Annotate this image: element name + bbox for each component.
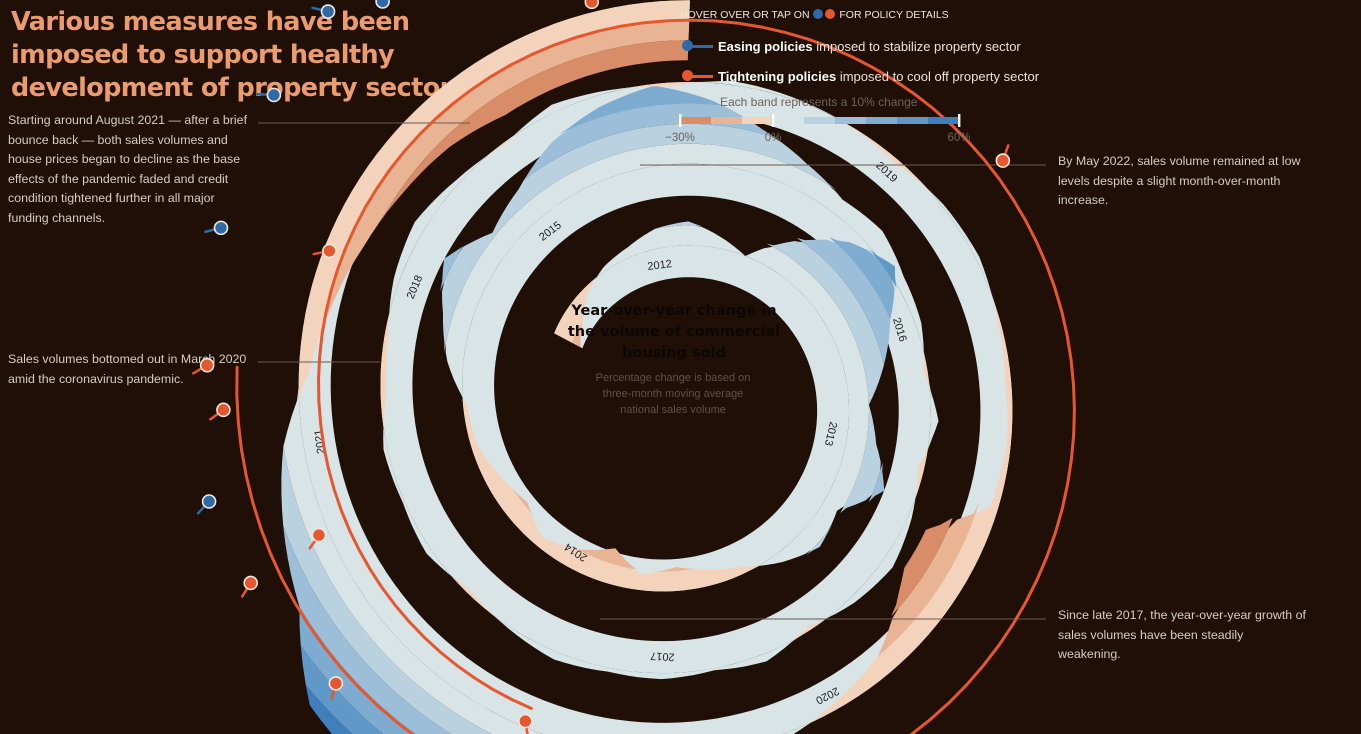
scale-band xyxy=(742,117,773,124)
tightening-policy-marker-1[interactable] xyxy=(311,527,327,543)
scale-band xyxy=(835,117,866,124)
scale-band xyxy=(680,117,711,124)
easing-marker-icon xyxy=(680,40,714,52)
easing-policy-marker-9[interactable] xyxy=(201,494,217,509)
legend-easing-desc: imposed to stabilize property sector xyxy=(812,39,1021,54)
chart-center-subtitle: Percentage change is based on three-mont… xyxy=(595,372,751,416)
scale-band xyxy=(897,117,928,124)
tightening-policy-marker-6[interactable] xyxy=(328,676,344,691)
positive-band-3 xyxy=(258,0,1053,734)
scale-band xyxy=(711,117,742,124)
scale-tick xyxy=(679,114,682,127)
tightening-policy-marker-3[interactable] xyxy=(584,0,600,10)
tightening-policy-marker-4[interactable] xyxy=(995,153,1011,168)
policy-markers xyxy=(192,0,1011,734)
tightening-policy-marker-0[interactable] xyxy=(518,713,533,729)
legend-tightening-label: Tightening policies xyxy=(718,69,837,84)
easing-policy-marker-3[interactable] xyxy=(375,0,390,9)
legend-easing-label: Easing policies xyxy=(718,39,813,54)
tightening-policy-marker-8[interactable] xyxy=(216,402,231,418)
hover-suffix: FOR POLICY DETAILS xyxy=(839,9,949,21)
scale-band xyxy=(866,117,897,124)
annotation-leaders xyxy=(258,122,1046,620)
chart-center-title: Year-over-year change in the volume of c… xyxy=(567,303,781,361)
annotation-late-2017: Since late 2017, the year-over-year grow… xyxy=(1058,608,1306,662)
spiral-bands xyxy=(198,0,1113,734)
scale-tick-label: 0% xyxy=(765,132,782,144)
legend-tightening-desc: imposed to cool off property sector xyxy=(836,69,1040,84)
negative-band-1 xyxy=(298,0,1013,734)
year-label-2012: 2012 xyxy=(647,258,673,273)
scale-band xyxy=(928,117,959,124)
scale-tick-label: −30% xyxy=(665,132,695,144)
tightening-dot-icon xyxy=(825,9,836,19)
year-label-2013: 2013 xyxy=(822,420,839,447)
positive-band-2 xyxy=(278,0,1033,734)
hover-instruction: HOVER OVER OR TAP ON FOR POLICY DETAILS xyxy=(680,9,949,21)
easing-policy-marker-1[interactable] xyxy=(266,87,282,103)
positive-band-4 xyxy=(238,0,1073,734)
annotation-mar-2020: Sales volumes bottomed out in March 2020… xyxy=(8,352,247,386)
hover-prefix: HOVER OVER OR TAP ON xyxy=(680,9,810,21)
spiral-base-ribbon xyxy=(298,0,1013,734)
easing-policy-marker-2[interactable] xyxy=(320,4,336,19)
tightening-policy-marker-2[interactable] xyxy=(322,243,337,259)
annotation-aug-2021: Starting around August 2021 — after a br… xyxy=(8,113,248,225)
scale-tick xyxy=(958,114,961,127)
scale-tick xyxy=(772,114,775,127)
easing-dot-icon xyxy=(813,9,824,19)
legend-easing: Easing policies imposed to stabilize pro… xyxy=(680,39,1021,54)
tightening-policy-marker-7[interactable] xyxy=(243,575,259,591)
scale-tick-label: 60% xyxy=(947,132,970,144)
easing-policy-marker-0[interactable] xyxy=(213,220,229,236)
tightening-marker-icon xyxy=(680,70,714,82)
band-note: Each band represents a 10% change xyxy=(720,95,918,109)
scale-band xyxy=(804,117,835,124)
tightening-policy-marker-9[interactable] xyxy=(199,357,215,373)
legend-tightening: Tightening policies imposed to cool off … xyxy=(680,69,1039,84)
chart-title: Various measures have been imposed to su… xyxy=(11,7,452,103)
color-scale: −30% 0% 60% xyxy=(665,114,971,144)
positive-band-5 xyxy=(218,0,1093,734)
year-label-2017: 2017 xyxy=(650,649,675,662)
annotation-may-2022: By May 2022, sales volume remained at lo… xyxy=(1058,154,1301,208)
scale-band xyxy=(773,117,804,124)
tightening-period-arc xyxy=(235,18,1076,734)
